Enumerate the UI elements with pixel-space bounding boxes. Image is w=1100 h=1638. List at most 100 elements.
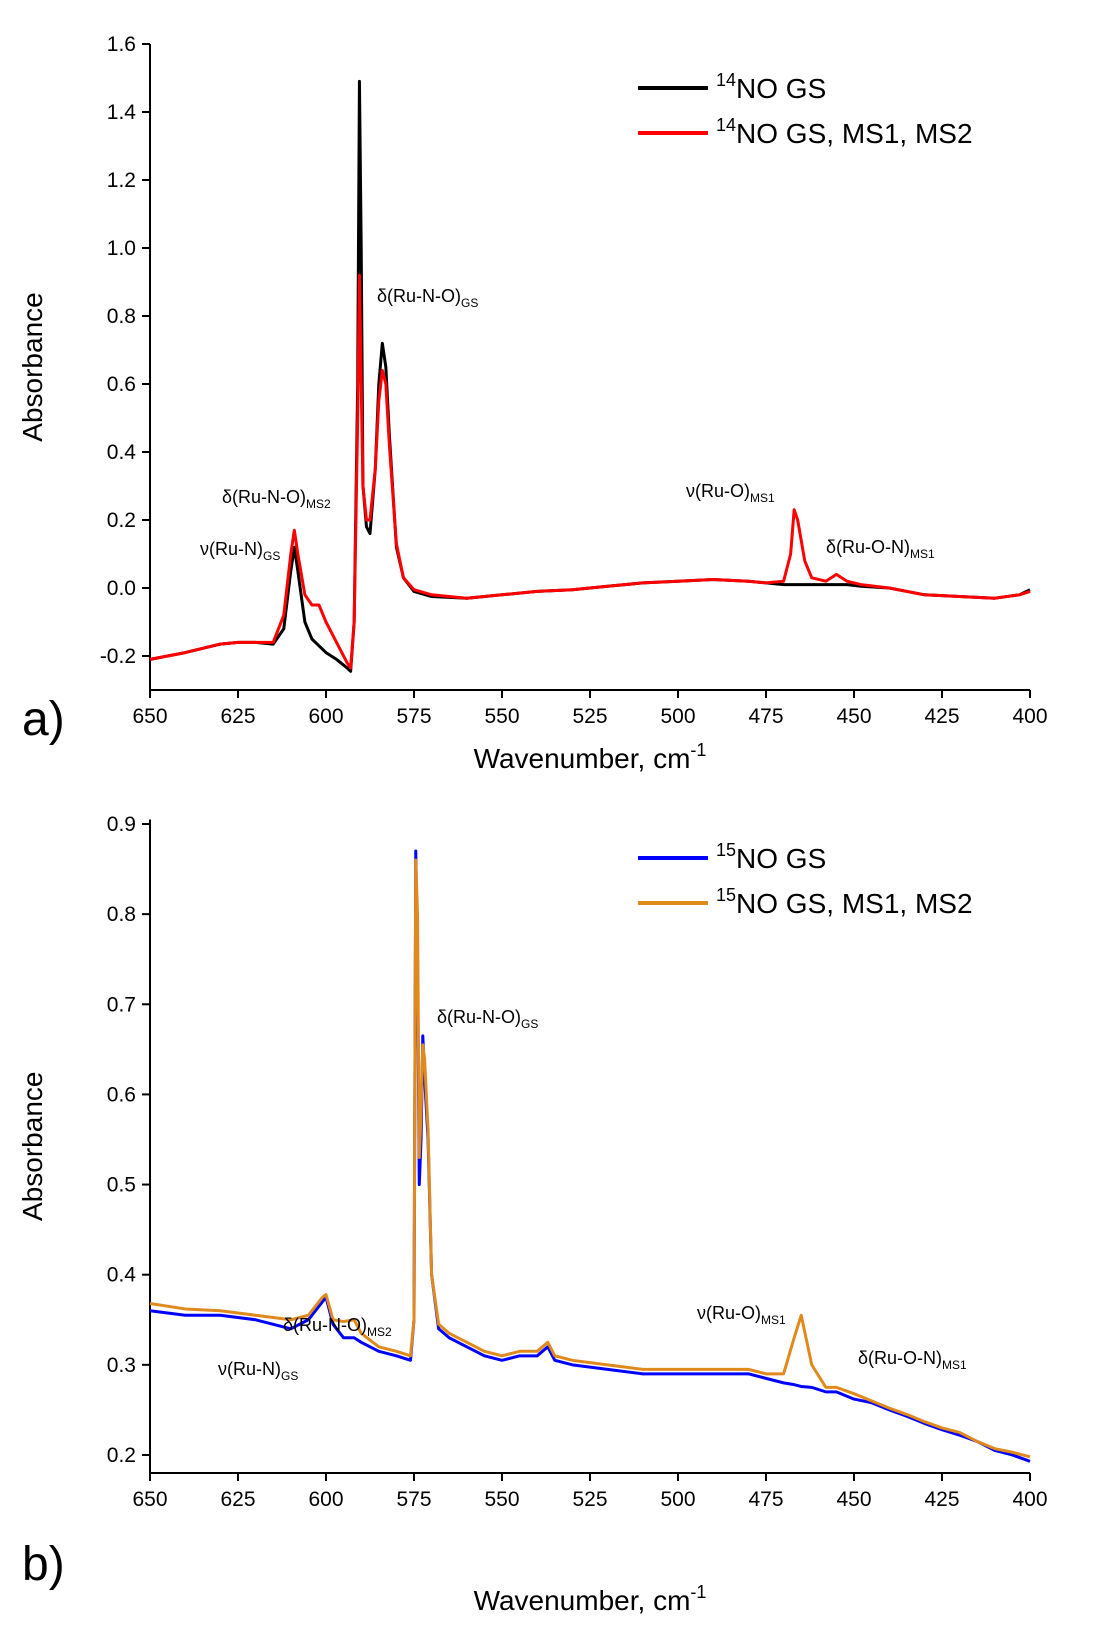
annotation-sub: GS — [521, 1017, 538, 1031]
annotation-sub: MS1 — [942, 1358, 967, 1372]
x-tick-label: 400 — [1012, 1488, 1047, 1511]
x-axis-title: Wavenumber, cm-1 — [474, 1582, 707, 1616]
y-tick-label: 0.4 — [107, 441, 137, 464]
y-tick-label: 1.6 — [107, 33, 136, 56]
x-tick-label: 525 — [572, 705, 607, 728]
annotation-sub: GS — [461, 296, 478, 310]
legend-name: NO GS — [736, 843, 826, 874]
x-tick-label: 650 — [132, 1488, 167, 1511]
y-tick-label: -0.2 — [100, 645, 136, 668]
legend-sup: 14 — [716, 70, 736, 90]
y-tick-label: 0.9 — [107, 813, 136, 836]
legend-label: 14NO GS, MS1, MS2 — [716, 115, 973, 149]
y-tick-label: 0.3 — [107, 1354, 136, 1377]
legend-label: 14NO GS — [716, 70, 826, 104]
x-tick-label: 625 — [220, 705, 255, 728]
x-tick-label: 575 — [396, 705, 431, 728]
y-tick-label: 1.4 — [107, 101, 137, 124]
y-axis-title: Absorbance — [17, 1072, 48, 1221]
x-tick-label: 400 — [1012, 705, 1047, 728]
panel-label: a) — [22, 693, 65, 746]
x-tick-label: 500 — [660, 705, 695, 728]
annotation-sub: MS2 — [306, 497, 331, 511]
y-tick-label: 0.2 — [107, 1444, 136, 1467]
annotation-sub: MS1 — [750, 491, 775, 505]
annotation: δ(Ru-N-O)MS2 — [283, 1315, 392, 1339]
x-tick-label: 550 — [484, 705, 519, 728]
annotation-sub: MS2 — [367, 1325, 392, 1339]
y-tick-label: 0.2 — [107, 509, 136, 532]
legend-sup: 15 — [716, 840, 736, 860]
x-tick-label: 525 — [572, 1488, 607, 1511]
annotation: ν(Ru-O)MS1 — [686, 481, 775, 505]
x-tick-label: 425 — [924, 705, 959, 728]
annotation: ν(Ru-O)MS1 — [697, 1303, 786, 1327]
annotation: δ(Ru-O-N)MS1 — [826, 537, 935, 561]
x-tick-label: 600 — [308, 705, 343, 728]
x-tick-label: 450 — [836, 1488, 871, 1511]
x-tick-label: 475 — [748, 705, 783, 728]
annotation: δ(Ru-N-O)GS — [437, 1007, 538, 1031]
x-tick-label: 550 — [484, 1488, 519, 1511]
x-axis-title-text: Wavenumber, cm — [474, 1585, 691, 1616]
annotation-text: δ(Ru-N-O) — [283, 1315, 367, 1335]
x-axis-title: Wavenumber, cm-1 — [474, 740, 707, 774]
x-tick-label: 650 — [132, 705, 167, 728]
series-line — [149, 273, 1031, 670]
panel-label: b) — [22, 1538, 65, 1591]
legend-label: 15NO GS, MS1, MS2 — [716, 885, 973, 919]
annotation-text: δ(Ru-O-N) — [826, 537, 910, 557]
legend-sup: 14 — [716, 115, 736, 135]
legend-sup: 15 — [716, 885, 736, 905]
annotation: δ(Ru-N-O)MS2 — [222, 487, 331, 511]
series-line — [149, 858, 1031, 1459]
annotation-text: δ(Ru-N-O) — [437, 1007, 521, 1027]
chart-panel: 0.2 0.3 0.4 0.5 0.6 0.7 0.8 0.9 650 625 600 575 550 5… — [17, 813, 1048, 1616]
y-tick-label: 0.8 — [107, 903, 136, 926]
x-tick-label: 625 — [220, 1488, 255, 1511]
annotation: ν(Ru-N)GS — [218, 1359, 298, 1383]
annotation-text: ν(Ru-N) — [200, 539, 263, 559]
y-tick-label: 0.5 — [107, 1174, 136, 1197]
y-tick-label: 1.0 — [107, 237, 136, 260]
annotation-sub: MS1 — [910, 547, 935, 561]
y-tick-label: 0.4 — [107, 1264, 137, 1287]
legend-name: NO GS, MS1, MS2 — [736, 888, 973, 919]
annotation-text: δ(Ru-N-O) — [222, 487, 306, 507]
x-axis-title-sup: -1 — [690, 740, 706, 760]
y-tick-label: 1.2 — [107, 169, 136, 192]
annotation-text: ν(Ru-O) — [686, 481, 750, 501]
y-tick-label: 0.0 — [107, 577, 136, 600]
legend-name: NO GS — [736, 73, 826, 104]
annotation-sub: MS1 — [761, 1313, 786, 1327]
annotation-sub: GS — [263, 549, 280, 563]
annotation-text: δ(Ru-N-O) — [377, 286, 461, 306]
legend-name: NO GS, MS1, MS2 — [736, 118, 973, 149]
x-tick-label: 450 — [836, 705, 871, 728]
x-tick-label: 425 — [924, 1488, 959, 1511]
x-tick-label: 475 — [748, 1488, 783, 1511]
x-axis-title-text: Wavenumber, cm — [474, 743, 691, 774]
legend-label: 15NO GS — [716, 840, 826, 874]
annotation-sub: GS — [281, 1369, 298, 1383]
y-tick-label: 0.7 — [107, 993, 136, 1016]
annotation: δ(Ru-O-N)MS1 — [858, 1348, 967, 1372]
annotation-text: ν(Ru-N) — [218, 1359, 281, 1379]
annotation: ν(Ru-N)GS — [200, 539, 280, 563]
x-tick-label: 575 — [396, 1488, 431, 1511]
annotation: δ(Ru-N-O)GS — [377, 286, 478, 310]
y-tick-label: 0.6 — [107, 373, 136, 396]
y-axis-title: Absorbance — [17, 292, 48, 441]
annotation-text: δ(Ru-O-N) — [858, 1348, 942, 1368]
series-line — [149, 849, 1031, 1463]
y-tick-label: 0.6 — [107, 1083, 136, 1106]
x-tick-label: 600 — [308, 1488, 343, 1511]
chart-panel: -0.2 0.0 0.2 0.4 0.6 0.8 1.0 1.2 1.4 1.6 650 625 600… — [17, 33, 1048, 774]
y-tick-label: 0.8 — [107, 305, 136, 328]
x-tick-label: 500 — [660, 1488, 695, 1511]
annotation-text: ν(Ru-O) — [697, 1303, 761, 1323]
series-line — [149, 79, 1031, 673]
x-axis-title-sup: -1 — [690, 1582, 706, 1602]
